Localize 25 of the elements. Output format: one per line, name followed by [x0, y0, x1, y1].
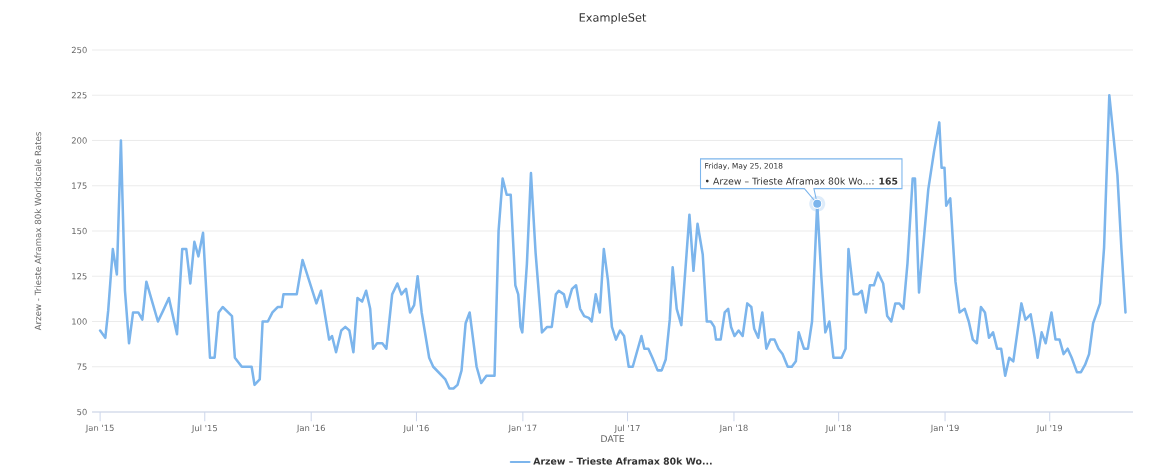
y-tick-label: 225 [71, 92, 87, 99]
x-tick-label: Jan '15 [85, 424, 114, 433]
x-tick-label: Jul '19 [1036, 424, 1063, 433]
y-tick-label: 150 [72, 227, 87, 235]
y-tick-label: 100 [72, 318, 87, 325]
x-tick-label: Jan '19 [930, 424, 959, 433]
x-tick-label: Jul '17 [614, 424, 640, 433]
chart-title: ExampleSet [579, 12, 647, 24]
y-tick-label: 50 [77, 408, 87, 416]
line-series [98, 93, 1127, 390]
y-axis-title: Arzew - Trieste Aframax 80k Worldscale Rates [34, 132, 42, 331]
x-tick-label: Jul '16 [403, 424, 429, 433]
annotation: • Arzew – Trieste Aframax 80k Wo...: 165 [705, 177, 898, 185]
x-tick-label: Jan '18 [719, 424, 748, 433]
x-axis-title: DATE [601, 435, 625, 443]
legend-label: Arzew – Trieste Aframax 80k Wo... [533, 457, 712, 465]
y-tick-label: 250 [71, 46, 87, 54]
y-tick-label: 125 [72, 273, 87, 280]
x-tick-label: Jul '18 [825, 424, 851, 433]
x-tick-label: Jan '16 [296, 424, 325, 433]
x-tick-label: Jan '17 [508, 424, 537, 433]
y-tick-label: 175 [72, 182, 87, 189]
x-tick-label: Jul '15 [191, 424, 217, 433]
y-tick-label: 200 [71, 137, 87, 144]
y-tick-label: 75 [77, 363, 87, 370]
